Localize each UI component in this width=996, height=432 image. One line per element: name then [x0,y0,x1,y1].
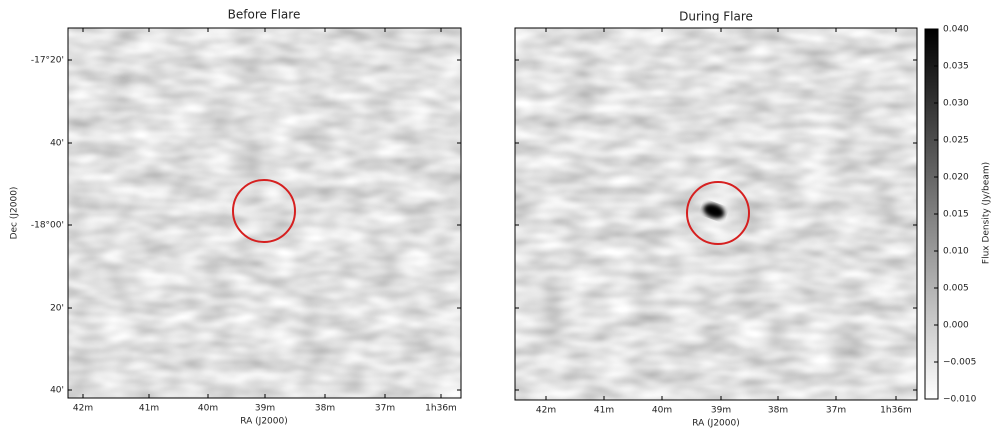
flare-source [703,203,725,219]
colorbar-tick-label: 0.005 [943,284,969,294]
colorbar-tick-label: 0.030 [943,99,969,109]
x-tick-label: 41m [594,406,614,416]
image-before [68,28,461,398]
y-tick-label: 40' [50,139,64,149]
x-tick-label: 37m [826,406,846,416]
source-circle [686,181,750,245]
colorbar-tick-label: −0.005 [943,358,976,368]
colorbar-tick-label: 0.015 [943,210,969,220]
x-tick-label: 40m [652,406,672,416]
colorbar-tick-label: 0.000 [943,321,969,331]
x-tick-label: 38m [768,406,788,416]
y-tick-label: 20' [50,304,64,314]
chart-title: During Flare [679,10,753,24]
colorbar-tick-label: 0.020 [943,173,969,183]
x-tick-label: 42m [536,406,556,416]
x-axis-label: RA (J2000) [240,417,288,427]
x-tick-label: 38m [315,404,335,414]
x-tick-label: 37m [375,404,395,414]
y-tick-label: 40' [50,386,64,396]
x-tick-label: 1h36m [425,404,457,414]
y-tick-label: -18°00' [31,221,64,231]
x-tick-label: 39m [255,404,275,414]
chart-title: Before Flare [228,8,301,22]
x-tick-label: 42m [73,404,93,414]
x-tick-label: 41m [139,404,159,414]
x-tick-label: 40m [198,404,218,414]
x-tick-label: 39m [711,406,731,416]
colorbar-tick-label: 0.010 [943,247,969,257]
x-axis-label: RA (J2000) [692,419,740,429]
source-circle [232,179,296,243]
y-axis-label: Dec (J2000) [10,187,20,240]
colorbar-tick-label: 0.035 [943,62,969,72]
y-tick-label: -17°20' [31,56,64,66]
x-tick-label: 1h36m [880,406,912,416]
axes-frame [514,27,918,401]
colorbar-tick-label: 0.040 [943,25,969,35]
colorbar-label: Flux Density (Jy/beam) [982,162,992,264]
colorbar-tick-label: −0.010 [943,395,977,405]
colorbar-tick-label: 0.025 [943,136,969,146]
